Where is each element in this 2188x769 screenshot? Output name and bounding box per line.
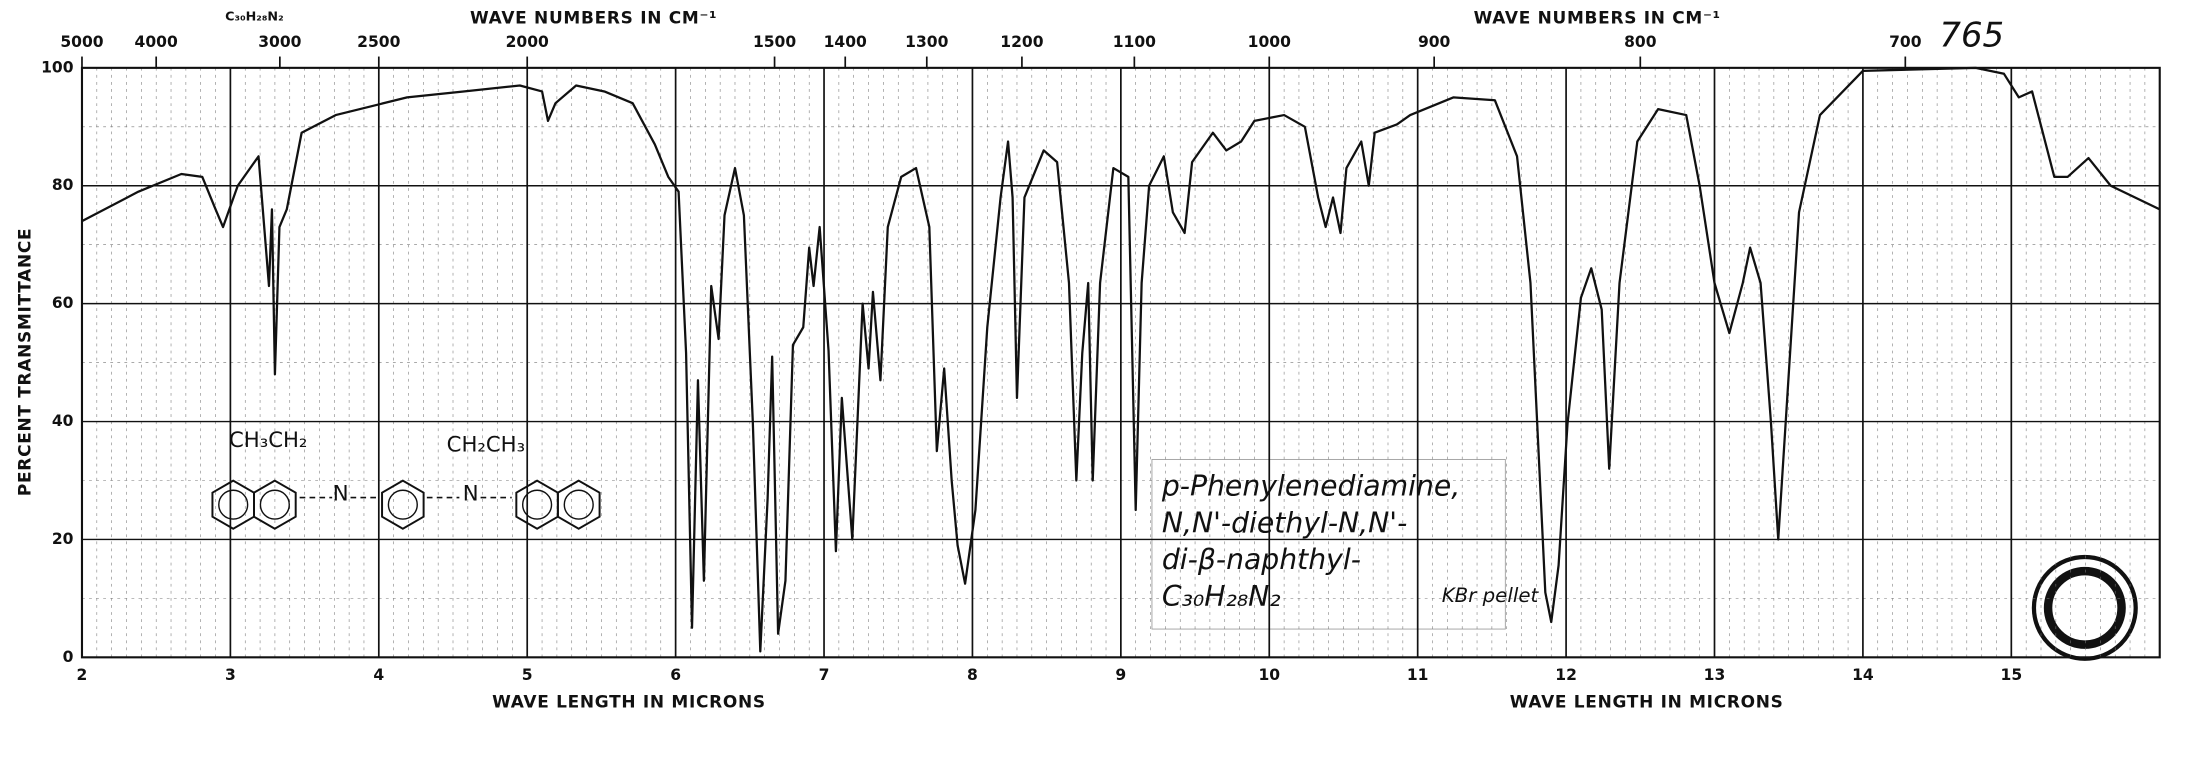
y-tick-label: 80 — [52, 176, 74, 194]
x-tick-label: 10 — [1258, 666, 1280, 684]
x-tick-label: 7 — [819, 666, 830, 684]
spectrum-line — [81, 66, 2161, 653]
structure-n: N — [463, 481, 479, 506]
naphthalene-ring — [563, 489, 594, 520]
x-tick-label: 14 — [1852, 666, 1874, 684]
structure-group: CH₂CH₃ — [447, 431, 525, 456]
top-tick-label: 900 — [1418, 33, 1451, 51]
x-tick-label: 9 — [1115, 666, 1126, 684]
top-tick-label: 3000 — [258, 33, 301, 51]
y-tick-label: 40 — [52, 412, 74, 430]
naphthalene-ring — [218, 489, 249, 520]
y-tick-label: 20 — [52, 530, 74, 548]
x-tick-label: 5 — [522, 666, 533, 684]
x-axis-title: WAVE LENGTH IN MICRONS — [1510, 692, 1784, 712]
top-tick-label: 1400 — [824, 33, 867, 51]
logo-inner — [2043, 566, 2126, 649]
x-tick-label: 3 — [225, 666, 236, 684]
x-tick-label: 13 — [1704, 666, 1726, 684]
x-axis-title: WAVE LENGTH IN MICRONS — [492, 692, 766, 712]
annotation-line: di-β-naphthyl- — [1162, 543, 1361, 576]
structure-n: N — [333, 481, 349, 506]
structure-group: CH₃CH₂ — [229, 427, 307, 452]
y-axis-title: PERCENT TRANSMITTANCE — [14, 228, 34, 496]
y-tick-label: 0 — [63, 648, 74, 666]
x-tick-label: 12 — [1555, 666, 1577, 684]
naphthalene — [556, 479, 601, 530]
top-tick-label: 2000 — [506, 33, 549, 51]
top-tick-label: 800 — [1624, 33, 1657, 51]
naphthalene-ring — [259, 489, 290, 520]
top-tick-label: 5000 — [60, 33, 103, 51]
x-tick-label: 11 — [1407, 666, 1429, 684]
x-tick-label: 2 — [77, 666, 88, 684]
x-tick-label: 4 — [373, 666, 384, 684]
y-tick-label: 100 — [41, 58, 74, 76]
benzene-ring — [387, 489, 418, 520]
top-tick-label: 1100 — [1113, 33, 1156, 51]
sample-note: KBr pellet — [1442, 584, 1540, 607]
annotation-line: C₃₀H₂₈N₂ — [1162, 580, 1281, 613]
top-tick-label: 1200 — [1000, 33, 1043, 51]
naphthalene — [253, 479, 297, 530]
top-tick-label: 1500 — [753, 33, 796, 51]
top-tick-label: 1300 — [905, 33, 948, 51]
x-tick-label: 8 — [967, 666, 978, 684]
formula-header: C₃₀H₂₈N₂ — [225, 8, 283, 23]
annotation-line: p-Phenylenediamine, — [1161, 470, 1460, 503]
top-axis-title: WAVE NUMBERS IN CM⁻¹ — [470, 7, 717, 27]
catalog-number: 765 — [1939, 15, 2004, 54]
x-tick-label: 6 — [670, 666, 681, 684]
x-tick-label: 15 — [2001, 666, 2023, 684]
top-tick-label: 1000 — [1248, 33, 1291, 51]
top-axis-title: WAVE NUMBERS IN CM⁻¹ — [1474, 7, 1721, 27]
annotation-line: N,N'-diethyl-N,N'- — [1162, 506, 1407, 539]
benzene — [381, 479, 425, 530]
y-tick-label: 60 — [52, 294, 74, 312]
naphthalene-ring — [521, 489, 553, 520]
top-tick-label: 2500 — [357, 33, 400, 51]
top-tick-label: 4000 — [135, 33, 178, 51]
top-tick-label: 700 — [1889, 33, 1922, 51]
